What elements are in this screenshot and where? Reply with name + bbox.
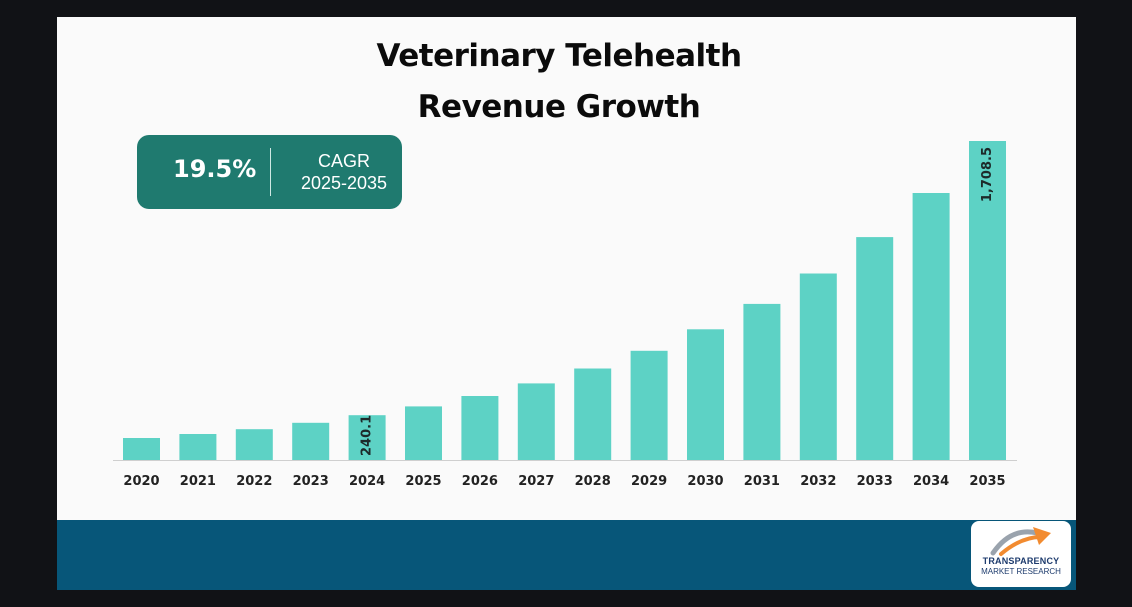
x-tick-label-2027: 2027 [518, 474, 554, 489]
bar-2030 [687, 329, 724, 460]
x-tick-label-2028: 2028 [575, 474, 611, 489]
chart-title-line-2: Revenue Growth [417, 89, 701, 125]
cagr-badge: 19.5% CAGR 2025-2035 [137, 135, 402, 209]
company-logo: TRANSPARENCY MARKET RESEARCH [971, 521, 1071, 587]
bar-2020 [123, 438, 160, 460]
x-tick-label-2024: 2024 [349, 474, 385, 489]
bar-2022 [235, 429, 273, 460]
bar-2024 [348, 415, 386, 460]
cagr-label: CAGR 2025-2035 [299, 150, 389, 194]
data-label-2024: 240.1 [360, 415, 375, 456]
x-tick-label-2023: 2023 [293, 474, 329, 489]
bar-chart: 2020 2021 2022 2023 2024 240.1 2025 2026 2027 202… [113, 141, 1017, 489]
bar-2029 [630, 350, 668, 460]
bar-2025 [405, 406, 442, 460]
chart-title: Veterinary Telehealth Revenue Growth [57, 31, 1061, 133]
bar-2026 [461, 396, 499, 460]
x-tick-label-2032: 2032 [800, 474, 836, 489]
x-tick-label-2034: 2034 [913, 474, 949, 489]
bar-2031 [743, 303, 781, 460]
x-tick-label-2029: 2029 [631, 474, 667, 489]
x-tick-label-2022: 2022 [236, 474, 272, 489]
x-tick-label-2026: 2026 [462, 474, 498, 489]
bar-2027 [517, 383, 555, 460]
data-label-2035: 1,708.5 [980, 147, 995, 202]
chart-title-line-1: Veterinary Telehealth [376, 38, 742, 74]
bar-2033 [856, 237, 894, 460]
bar-2035 [969, 141, 1006, 460]
bar-2021 [179, 434, 217, 460]
x-tick-label-2033: 2033 [857, 474, 893, 489]
cagr-value: 19.5% [173, 155, 257, 183]
x-tick-label-2021: 2021 [180, 474, 216, 489]
bar-2032 [799, 273, 837, 460]
cagr-label-line-2: 2025-2035 [300, 173, 388, 193]
x-tick-label-2020: 2020 [123, 474, 159, 489]
arrow-swoosh-icon [990, 527, 1051, 556]
logo-name-line-2: MARKET RESEARCH [981, 567, 1061, 576]
cagr-divider [270, 148, 271, 196]
bar-2028 [574, 368, 612, 460]
footer-band [57, 520, 1076, 590]
infographic-card: Veterinary Telehealth Revenue Growth 202… [57, 17, 1076, 590]
bar-2034 [912, 193, 950, 460]
logo-name-line-1: TRANSPARENCY [982, 556, 1060, 566]
cagr-label-line-1: CAGR [317, 151, 370, 171]
bar-2023 [292, 422, 330, 460]
x-tick-label-2025: 2025 [405, 474, 441, 489]
x-tick-label-2031: 2031 [744, 474, 780, 489]
x-tick-label-2030: 2030 [687, 474, 723, 489]
x-tick-label-2035: 2035 [969, 474, 1005, 489]
